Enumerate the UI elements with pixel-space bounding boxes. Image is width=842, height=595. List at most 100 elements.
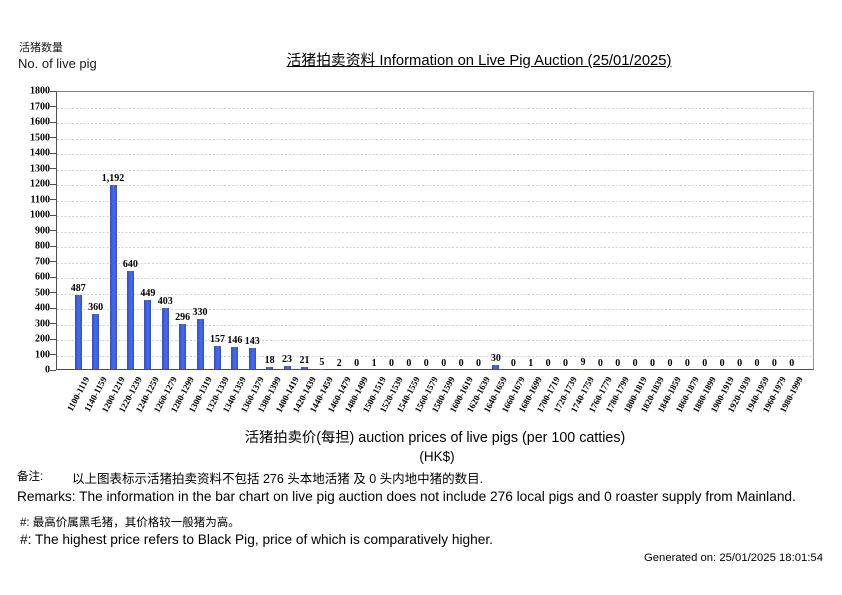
y-tick-label: 600 bbox=[35, 271, 50, 283]
y-tick bbox=[50, 152, 56, 154]
y-tick bbox=[50, 106, 56, 107]
y-tick-label: 1100 bbox=[30, 194, 50, 205]
bar bbox=[579, 369, 587, 370]
bar bbox=[213, 346, 221, 369]
y-tick-label: 200 bbox=[35, 333, 50, 345]
y-tick bbox=[50, 369, 56, 371]
gridline bbox=[57, 200, 813, 202]
gridline bbox=[57, 340, 813, 341]
y-tick bbox=[50, 137, 56, 138]
y-tick-label: 1700 bbox=[30, 101, 50, 112]
bar bbox=[196, 319, 204, 369]
bar-value-label: 0 bbox=[406, 358, 412, 369]
gridline bbox=[57, 355, 813, 357]
y-tick bbox=[50, 168, 56, 169]
gridline bbox=[57, 107, 813, 109]
bar-value-label: 0 bbox=[545, 358, 551, 369]
bar-value-label: 5 bbox=[319, 357, 325, 368]
bar-value-label: 157 bbox=[209, 334, 225, 345]
y-tick-label: 100 bbox=[35, 349, 50, 360]
y-tick-label: 1500 bbox=[30, 132, 50, 143]
bar bbox=[92, 314, 100, 369]
remark-zh-line: 备注: 以上图表标示活猪拍卖资料不包括 276 头本地活猪 及 0 头内地中猪的… bbox=[17, 468, 483, 486]
y-tick-label: 0 bbox=[45, 364, 50, 376]
bar-value-label: 0 bbox=[388, 358, 394, 369]
bar bbox=[161, 308, 169, 369]
y-tick-label: 900 bbox=[35, 225, 50, 236]
bar-value-label: 403 bbox=[157, 296, 173, 307]
y-tick-label: 400 bbox=[35, 302, 50, 314]
bar-value-label: 9 bbox=[580, 357, 586, 368]
y-tick-label: 500 bbox=[35, 287, 50, 298]
bar-value-label: 23 bbox=[282, 354, 293, 365]
y-tick-label: 1300 bbox=[30, 163, 50, 174]
bar-value-label: 0 bbox=[789, 358, 795, 369]
bar-value-label: 0 bbox=[684, 358, 690, 369]
bar bbox=[300, 367, 308, 369]
bar-value-label: 146 bbox=[227, 335, 243, 346]
bar-value-label: 1 bbox=[528, 358, 534, 369]
bar bbox=[248, 348, 256, 369]
bar bbox=[144, 300, 152, 369]
bar-value-label: 1 bbox=[371, 358, 377, 369]
bar-value-label: 330 bbox=[192, 307, 208, 318]
gridline bbox=[57, 185, 813, 186]
bar-value-label: 0 bbox=[719, 358, 725, 369]
y-tick bbox=[50, 183, 56, 185]
gridline bbox=[57, 231, 813, 233]
remark-zh-label: 备注: bbox=[17, 471, 44, 483]
bar-value-label: 0 bbox=[476, 358, 481, 369]
bar bbox=[126, 271, 134, 369]
bar-value-label: 0 bbox=[354, 358, 360, 369]
bar bbox=[231, 347, 239, 369]
gridline bbox=[57, 247, 813, 248]
remark-zh-text: 以上图表标示活猪拍卖资料不包括 276 头本地活猪 及 0 头内地中猪的数目. bbox=[72, 472, 484, 486]
gridline bbox=[57, 324, 813, 326]
y-tick-label: 1200 bbox=[30, 178, 50, 190]
y-tick bbox=[50, 354, 56, 355]
bar bbox=[492, 365, 500, 369]
bar-value-label: 487 bbox=[70, 283, 86, 294]
y-tick bbox=[50, 199, 56, 200]
gridline bbox=[57, 138, 813, 140]
y-tick bbox=[50, 261, 56, 262]
y-tick bbox=[50, 307, 56, 309]
bar-value-label: 449 bbox=[140, 288, 156, 299]
bar-value-label: 21 bbox=[299, 355, 310, 366]
bar-value-label: 143 bbox=[244, 336, 260, 347]
y-axis-label-zh: 活猪数量 bbox=[19, 42, 63, 54]
bar-value-label: 2 bbox=[336, 358, 342, 369]
bar-value-label: 0 bbox=[754, 358, 760, 369]
bar-value-label: 0 bbox=[632, 358, 638, 369]
y-tick-label: 300 bbox=[35, 318, 50, 329]
bar bbox=[283, 366, 291, 369]
y-tick bbox=[50, 214, 56, 216]
bar-value-label: 0 bbox=[423, 358, 429, 369]
y-axis-label-en: No. of live pig bbox=[18, 56, 97, 71]
gridline bbox=[57, 293, 813, 295]
gridline bbox=[57, 216, 813, 217]
gridline bbox=[57, 169, 813, 171]
bar-value-label: 0 bbox=[650, 358, 656, 369]
bar-value-label: 0 bbox=[597, 358, 603, 369]
y-tick-label: 800 bbox=[35, 240, 50, 252]
bar-value-label: 640 bbox=[122, 259, 138, 270]
x-axis-unit: (HK$) bbox=[419, 449, 455, 464]
bar bbox=[179, 324, 187, 369]
gridline bbox=[57, 309, 813, 310]
bar bbox=[266, 367, 274, 369]
hash-note-en: #: The highest price refers to Black Pig… bbox=[20, 532, 493, 547]
bar-value-label: 0 bbox=[458, 358, 464, 369]
bar bbox=[318, 369, 326, 370]
bar-value-label: 0 bbox=[667, 358, 673, 369]
y-tick bbox=[50, 121, 56, 123]
hash-note-zh: #: 最高价属黑毛猪，其价格较一般猪为高。 bbox=[20, 517, 240, 529]
bar-value-label: 0 bbox=[441, 358, 447, 369]
x-axis-title: 活猪拍卖价(每担) auction prices of live pigs (p… bbox=[244, 430, 626, 446]
gridline bbox=[57, 154, 813, 155]
bar-value-label: 360 bbox=[88, 302, 104, 313]
bar bbox=[74, 295, 82, 369]
bar-value-label: 0 bbox=[737, 358, 743, 369]
y-tick-label: 1000 bbox=[30, 209, 50, 221]
